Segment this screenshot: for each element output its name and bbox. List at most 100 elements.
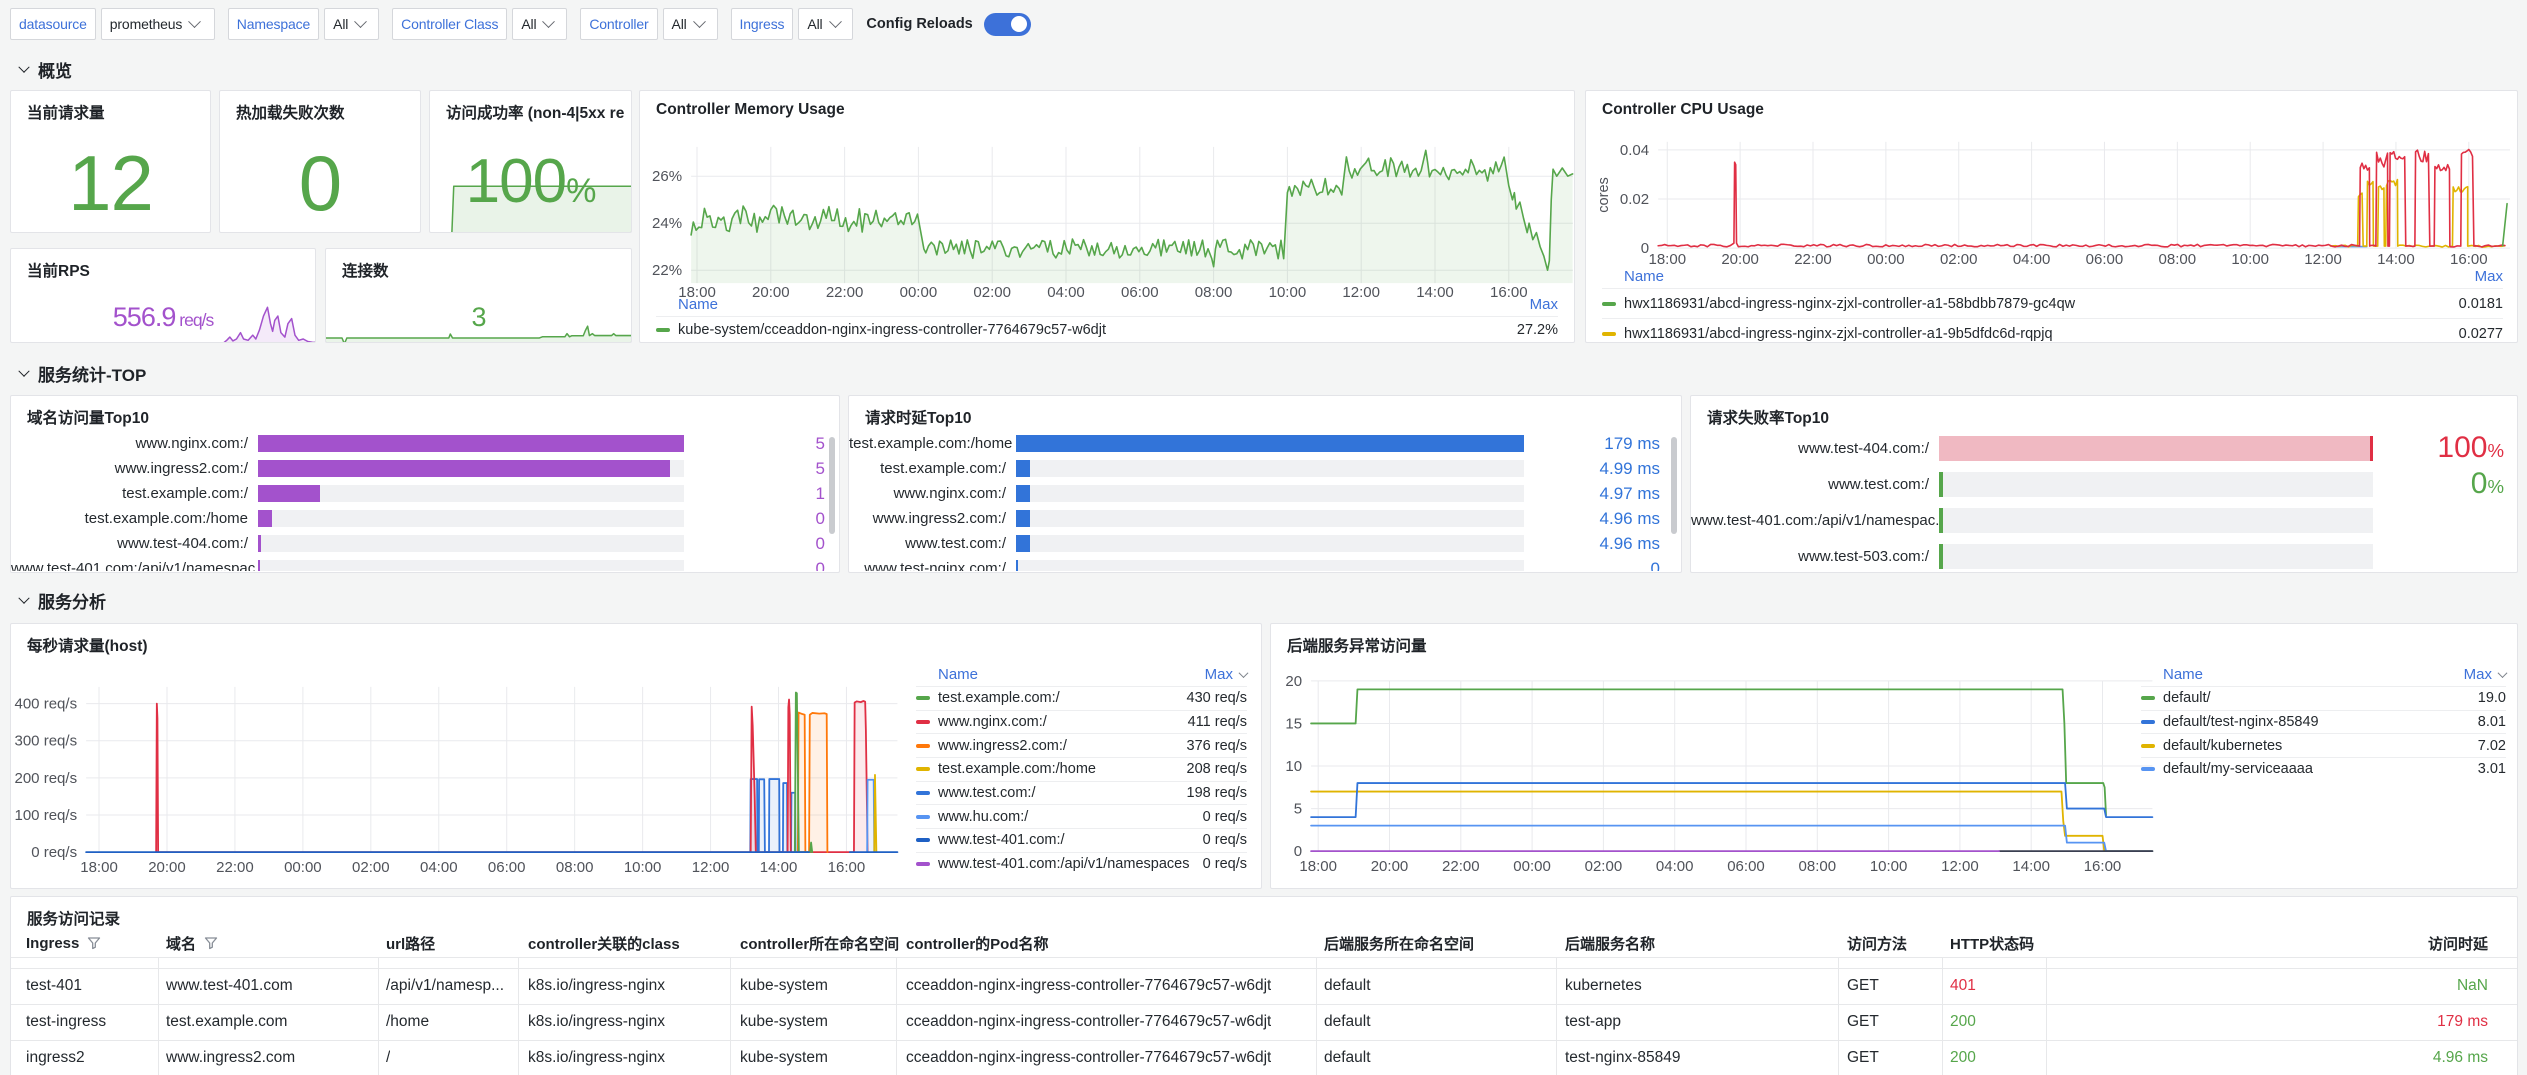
bar-gauge-bar xyxy=(258,435,684,452)
table-cell: www.ingress2.com xyxy=(166,1049,296,1066)
bar-gauge-track xyxy=(1939,507,2373,533)
bar-gauge-row: www.ingress2.com:/ 5 xyxy=(11,456,825,481)
legend-series-label[interactable]: default/my-serviceaaaa xyxy=(2163,761,2313,778)
table-cell: kube-system xyxy=(740,977,828,994)
variable-group-ingress: Ingress All xyxy=(730,8,854,40)
table-header-label: 域名 xyxy=(166,935,197,953)
legend-series-max: 376 req/s xyxy=(1186,737,1247,754)
stat-value: 0 xyxy=(298,139,342,227)
bar-gauge-track xyxy=(258,485,684,502)
legend-series-max: 411 req/s xyxy=(1187,714,1247,731)
svg-text:16:00: 16:00 xyxy=(2084,858,2122,875)
filter-icon[interactable] xyxy=(204,936,218,950)
table-header-3[interactable]: controller关联的class xyxy=(528,933,680,953)
table-cell: k8s.io/ingress-nginx xyxy=(528,977,665,994)
variable-group-datasource: datasource prometheus xyxy=(10,8,215,40)
legend-row: default/test-nginx-85849 8.01 xyxy=(2141,709,2506,734)
bar-gauge-track xyxy=(1016,510,1524,527)
table-header-6[interactable]: 后端服务所在命名空间 xyxy=(1324,933,1474,953)
panel-title: 域名访问量Top10 xyxy=(27,410,149,427)
table-header-label: HTTP状态码 xyxy=(1950,935,2035,953)
variable-select[interactable]: prometheus xyxy=(100,8,215,40)
bar-gauge-bar xyxy=(1939,507,1943,533)
svg-text:20:00: 20:00 xyxy=(1371,858,1409,875)
config-reloads-toggle[interactable] xyxy=(983,12,1031,36)
variable-select[interactable]: All xyxy=(662,8,718,40)
legend-name-header[interactable]: Name xyxy=(938,666,979,683)
memory-usage-chart: 18:00 20:00 22:00 00:00 02:00 04:00 06:00 08:00… xyxy=(652,146,1574,301)
table-cell: GET xyxy=(1847,1013,1879,1030)
legend-name-header[interactable]: Name xyxy=(2163,666,2204,683)
legend-name-header[interactable]: Name xyxy=(1624,268,1665,285)
legend-series-label[interactable]: kube-system/cceaddon-nginx-ingress-contr… xyxy=(678,321,1106,338)
legend-series-label[interactable]: www.test.com:/ xyxy=(938,785,1036,802)
table-cell: GET xyxy=(1847,1049,1879,1066)
legend-max-header[interactable]: Max xyxy=(1529,296,1558,313)
legend-series-label[interactable]: www.ingress2.com:/ xyxy=(938,737,1067,754)
section-overview[interactable]: 概览 xyxy=(18,57,72,82)
legend-series-label[interactable]: www.test-401.com:/ xyxy=(938,832,1065,849)
bar-gauge-max-cap xyxy=(2370,435,2373,461)
section-service-top-label: 服务统计-TOP xyxy=(38,366,147,385)
bar-gauge-value: 1 xyxy=(815,483,825,503)
legend-series-label[interactable]: www.hu.com:/ xyxy=(938,808,1029,825)
series-color-swatch xyxy=(2141,743,2155,748)
legend-max-header[interactable]: Max xyxy=(2464,666,2508,683)
vertical-scrollbar[interactable] xyxy=(1671,437,1677,534)
vertical-scrollbar[interactable] xyxy=(829,437,835,534)
panel-access-records: 服务访问记录 Ingress 域名 url路径 controller关联的class c… xyxy=(10,896,2518,1075)
legend-series-label[interactable]: default/kubernetes xyxy=(2163,737,2283,754)
variable-select[interactable]: All xyxy=(512,8,568,40)
series-color-swatch xyxy=(916,767,930,772)
legend-max-header[interactable]: Max xyxy=(1205,666,1249,683)
table-header-5[interactable]: controller的Pod名称 xyxy=(906,933,1049,953)
table-cell: / xyxy=(386,1049,391,1066)
legend-series-label[interactable]: www.nginx.com:/ xyxy=(938,714,1047,731)
legend-series-label[interactable]: www.test-401.com:/api/v1/namespaces xyxy=(938,856,1190,873)
variable-select[interactable]: All xyxy=(798,8,854,40)
svg-text:22:00: 22:00 xyxy=(216,859,254,876)
table-header-10[interactable]: 访问时延 xyxy=(2428,933,2488,953)
table-header-4[interactable]: controller所在命名空间 xyxy=(740,933,899,953)
bar-gauge-value: 4.97 ms xyxy=(1599,483,1660,503)
legend-name-header[interactable]: Name xyxy=(678,296,719,313)
bar-gauge-row: www.test.com:/ 4.96 ms xyxy=(849,531,1660,556)
variable-select[interactable]: All xyxy=(324,8,380,40)
table-cell: 200 xyxy=(1950,1049,1976,1066)
bar-gauge-label: www.test-503.com:/ xyxy=(1798,547,1929,565)
legend-series-label[interactable]: hwx1186931/abcd-ingress-nginx-zjxl-contr… xyxy=(1624,325,2053,342)
series-color-swatch xyxy=(2141,696,2155,701)
table-header-label: controller关联的class xyxy=(528,935,680,953)
svg-text:08:00: 08:00 xyxy=(1799,858,1837,875)
filter-icon[interactable] xyxy=(87,936,101,950)
section-service-top[interactable]: 服务统计-TOP xyxy=(18,361,147,386)
table-header-0[interactable]: Ingress xyxy=(26,933,101,953)
svg-text:00:00: 00:00 xyxy=(900,284,938,301)
legend-series-label[interactable]: test.example.com:/ xyxy=(938,690,1060,707)
svg-text:06:00: 06:00 xyxy=(1727,858,1765,875)
svg-text:22:00: 22:00 xyxy=(826,284,864,301)
legend-series-label[interactable]: test.example.com:/home xyxy=(938,761,1096,778)
table-header-2[interactable]: url路径 xyxy=(386,933,435,953)
legend-series-label[interactable]: default/test-nginx-85849 xyxy=(2163,714,2319,731)
legend-series-label[interactable]: default/ xyxy=(2163,690,2211,707)
section-service-analysis[interactable]: 服务分析 xyxy=(18,588,106,613)
table-header-9[interactable]: HTTP状态码 xyxy=(1950,933,2034,953)
backend-errors-legend: Name Max default/19.0 default/test-nginx-85… xyxy=(2141,664,2508,781)
svg-text:02:00: 02:00 xyxy=(1585,858,1623,875)
legend-row: default/my-serviceaaaa 3.01 xyxy=(2141,757,2506,781)
table-header-8[interactable]: 访问方法 xyxy=(1847,933,1907,953)
panel-memory-usage: Controller Memory Usage 18:00 20:00 22:00 0… xyxy=(639,90,1575,343)
bar-gauge-row: www.test.com:/ 0% xyxy=(1691,466,2504,502)
toggle-knob xyxy=(1010,16,1027,32)
variable-label: datasource xyxy=(10,8,96,40)
table-header-1[interactable]: 域名 xyxy=(166,933,218,953)
bar-gauge-track xyxy=(1016,560,1524,571)
series-color-swatch xyxy=(1602,331,1616,336)
bar-gauge-value: 4.96 ms xyxy=(1599,533,1660,553)
series-color-swatch xyxy=(916,838,930,843)
panel-connections: 连接数 3 xyxy=(325,248,632,343)
table-header-7[interactable]: 后端服务名称 xyxy=(1565,933,1655,953)
legend-series-label[interactable]: hwx1186931/abcd-ingress-nginx-zjxl-contr… xyxy=(1624,295,2076,312)
legend-max-header[interactable]: Max xyxy=(2474,268,2503,285)
